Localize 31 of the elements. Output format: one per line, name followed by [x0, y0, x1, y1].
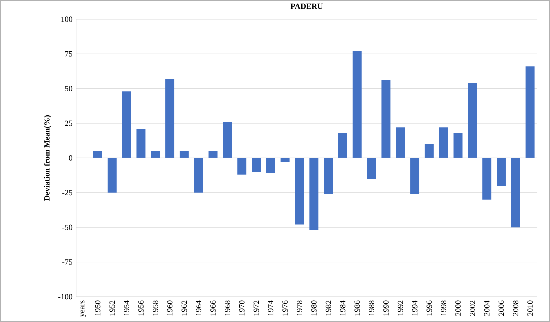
bar	[396, 127, 406, 158]
bar	[324, 158, 334, 194]
bar	[252, 158, 261, 172]
bar	[238, 158, 247, 175]
bar	[338, 133, 348, 158]
bar	[526, 66, 535, 158]
bar	[223, 122, 232, 158]
bar	[410, 158, 420, 194]
bar	[108, 158, 117, 193]
bar	[482, 158, 492, 200]
bar	[93, 151, 102, 158]
bar	[136, 128, 146, 158]
bar	[424, 144, 434, 158]
bar	[310, 158, 319, 230]
bar	[194, 158, 204, 193]
bar	[454, 133, 463, 158]
bar	[497, 158, 506, 186]
bar	[180, 151, 189, 158]
bar	[266, 158, 276, 174]
bar	[511, 158, 520, 228]
bar	[151, 151, 160, 158]
bar	[382, 80, 391, 158]
bar	[367, 158, 376, 179]
bar	[352, 51, 362, 158]
bar	[439, 127, 448, 158]
bar	[468, 83, 478, 158]
bar	[122, 91, 132, 158]
bar	[166, 78, 175, 158]
bar	[295, 158, 304, 225]
bar	[280, 158, 290, 162]
bar	[208, 151, 218, 158]
